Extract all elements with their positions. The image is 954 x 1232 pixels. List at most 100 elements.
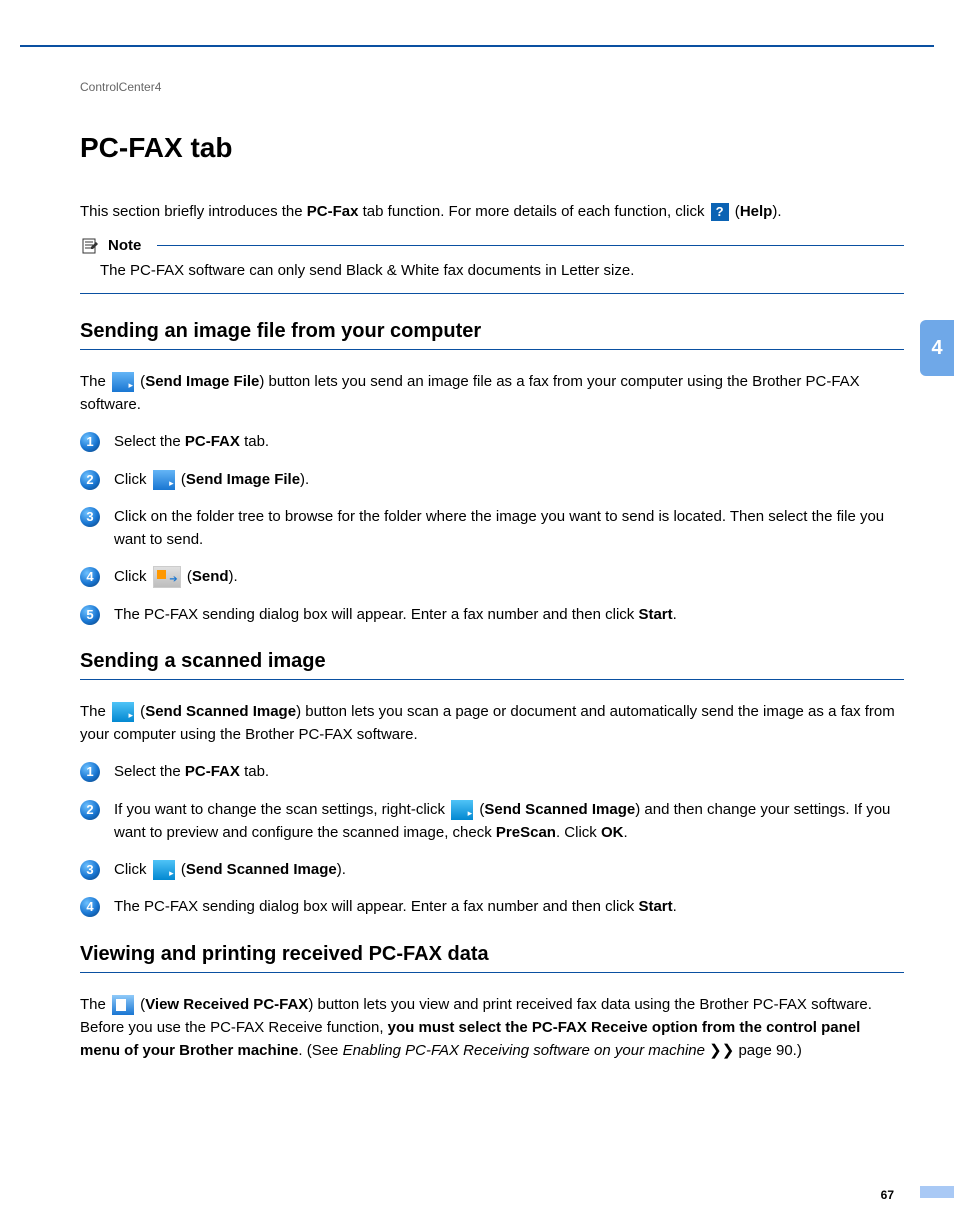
text-bold: Send Scanned Image	[484, 801, 635, 818]
send-scanned-image-icon	[112, 702, 134, 722]
text: Click	[114, 568, 151, 585]
send-icon	[153, 566, 181, 588]
text: Click	[114, 861, 151, 878]
text: (	[136, 703, 145, 720]
send-scanned-image-icon	[153, 860, 175, 880]
text-bold: Start	[638, 898, 672, 915]
text: ).	[772, 203, 781, 220]
step-bullet: 4	[80, 897, 100, 917]
section-intro: The (Send Image File) button lets you se…	[80, 370, 904, 417]
note-body: The PC-FAX software can only send Black …	[80, 254, 904, 294]
step-text: The PC-FAX sending dialog box will appea…	[114, 895, 904, 918]
text: The	[80, 996, 110, 1013]
note-label: Note	[108, 237, 141, 254]
step-bullet: 2	[80, 470, 100, 490]
intro-paragraph: This section briefly introduces the PC-F…	[80, 200, 904, 223]
page-title: PC-FAX tab	[80, 132, 904, 164]
step-bullet: 3	[80, 507, 100, 527]
step-text: Click (Send).	[114, 565, 904, 588]
step: 1 Select the PC-FAX tab.	[80, 760, 904, 783]
text-bold: PreScan	[496, 824, 556, 841]
text-bold: Start	[638, 606, 672, 623]
text: (	[183, 568, 192, 585]
section-intro: The (View Received PC-FAX) button lets y…	[80, 993, 904, 1063]
text: The PC-FAX sending dialog box will appea…	[114, 898, 638, 915]
text-bold: Help	[740, 203, 773, 220]
step: 2 If you want to change the scan setting…	[80, 798, 904, 845]
text: ).	[300, 471, 309, 488]
text: (	[136, 996, 145, 1013]
step-bullet: 2	[80, 800, 100, 820]
note-box: Note The PC-FAX software can only send B…	[80, 237, 904, 294]
text: Select the	[114, 763, 185, 780]
step-text: Click on the folder tree to browse for t…	[114, 505, 904, 552]
text-bold: PC-FAX	[185, 433, 240, 450]
step-text: Select the PC-FAX tab.	[114, 760, 904, 783]
text: (	[177, 861, 186, 878]
step-text: Click (Send Image File).	[114, 468, 904, 491]
step-text: Select the PC-FAX tab.	[114, 430, 904, 453]
text-bold: View Received PC-FAX	[145, 996, 308, 1013]
step-text: If you want to change the scan settings,…	[114, 798, 904, 845]
note-rule	[157, 245, 904, 246]
text: (	[731, 203, 740, 220]
text: This section briefly introduces the	[80, 203, 307, 220]
text-bold: OK	[601, 824, 624, 841]
step: 5 The PC-FAX sending dialog box will app…	[80, 603, 904, 626]
step: 2 Click (Send Image File).	[80, 468, 904, 491]
text: The PC-FAX sending dialog box will appea…	[114, 606, 638, 623]
text: The	[80, 703, 110, 720]
text: If you want to change the scan settings,…	[114, 801, 449, 818]
step-text: The PC-FAX sending dialog box will appea…	[114, 603, 904, 626]
text: Click	[114, 471, 151, 488]
text: tab.	[240, 763, 269, 780]
breadcrumb: ControlCenter4	[80, 80, 904, 94]
text: .	[673, 898, 677, 915]
step-bullet: 3	[80, 860, 100, 880]
section-intro: The (Send Scanned Image) button lets you…	[80, 700, 904, 747]
step-bullet: 1	[80, 432, 100, 452]
step-bullet: 1	[80, 762, 100, 782]
step: 1 Select the PC-FAX tab.	[80, 430, 904, 453]
text: . Click	[556, 824, 601, 841]
text: The	[80, 373, 110, 390]
text: page 90.)	[738, 1042, 801, 1059]
step: 4 Click (Send).	[80, 565, 904, 588]
step-text: Click (Send Scanned Image).	[114, 858, 904, 881]
help-icon: ?	[711, 203, 729, 221]
step: 3 Click on the folder tree to browse for…	[80, 505, 904, 552]
send-image-file-icon	[153, 470, 175, 490]
text: (	[136, 373, 145, 390]
page-number: 67	[881, 1188, 894, 1202]
text-bold: Send Image File	[145, 373, 259, 390]
step: 3 Click (Send Scanned Image).	[80, 858, 904, 881]
page-content: ControlCenter4 PC-FAX tab This section b…	[80, 80, 904, 1076]
send-image-file-icon	[112, 372, 134, 392]
text: tab function. For more details of each f…	[358, 203, 708, 220]
text-bold: PC-FAX	[185, 763, 240, 780]
text: Select the	[114, 433, 185, 450]
section-heading: Sending a scanned image	[80, 650, 904, 680]
text: .	[623, 824, 627, 841]
text: (	[177, 471, 186, 488]
text: ).	[229, 568, 238, 585]
text: .	[673, 606, 677, 623]
text: (	[475, 801, 484, 818]
text-bold: Send Scanned Image	[145, 703, 296, 720]
step-bullet: 4	[80, 567, 100, 587]
step: 4 The PC-FAX sending dialog box will app…	[80, 895, 904, 918]
cross-reference: Enabling PC-FAX Receiving software on yo…	[343, 1042, 705, 1059]
send-scanned-image-icon	[451, 800, 473, 820]
side-strip	[920, 1186, 954, 1198]
top-rule	[20, 45, 934, 47]
section-heading: Viewing and printing received PC-FAX dat…	[80, 943, 904, 973]
note-header: Note	[80, 237, 904, 254]
text-bold: Send Scanned Image	[186, 861, 337, 878]
text: ❯❯	[705, 1042, 738, 1059]
chapter-tab: 4	[920, 320, 954, 376]
text: tab.	[240, 433, 269, 450]
text: . (See	[298, 1042, 342, 1059]
text-bold: PC-Fax	[307, 203, 359, 220]
text-bold: Send Image File	[186, 471, 300, 488]
text: ).	[337, 861, 346, 878]
